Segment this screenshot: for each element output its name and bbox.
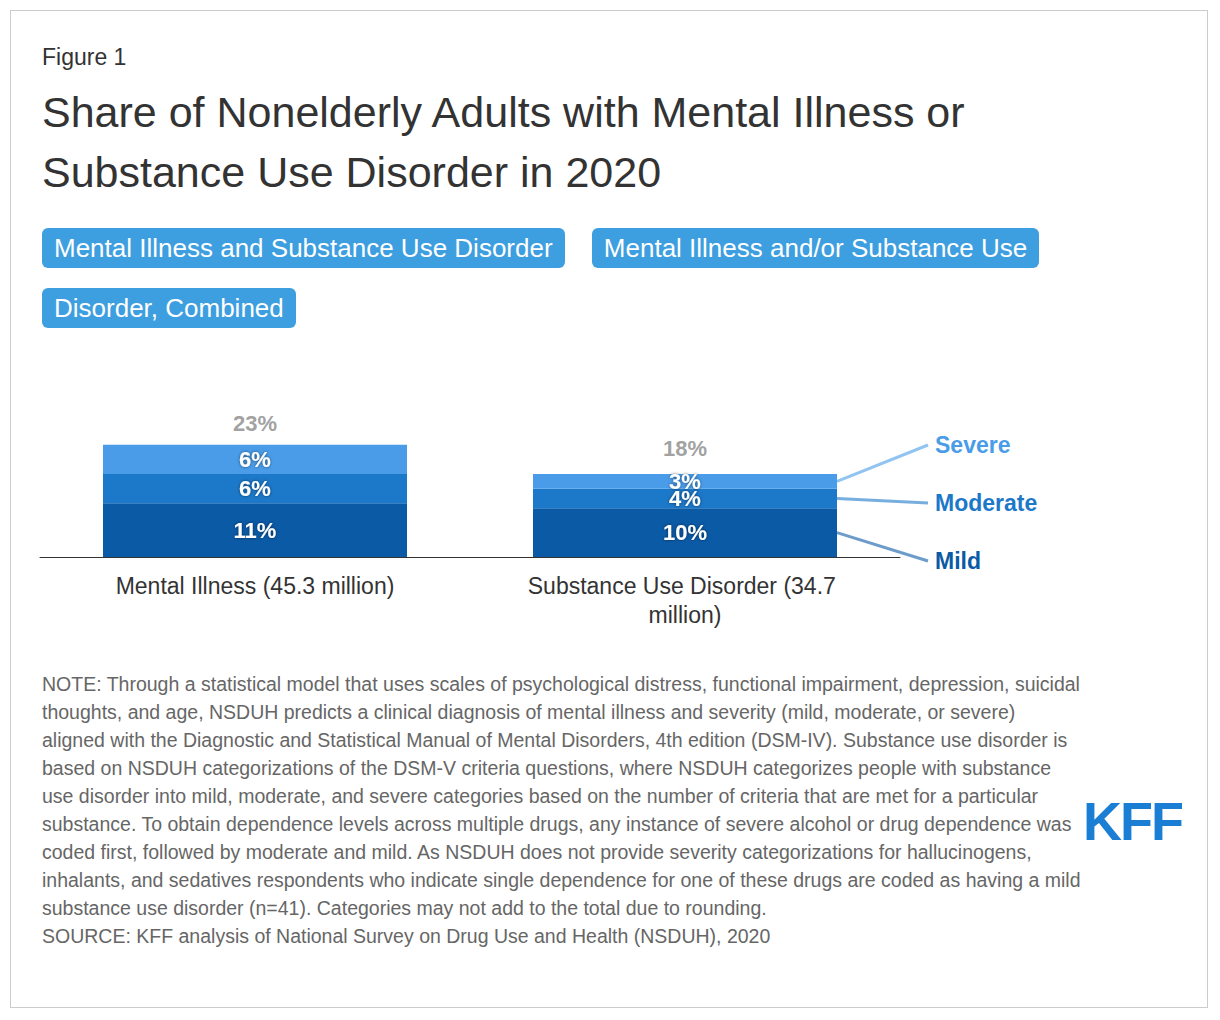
svg-text:Mental Illness (45.3 million): Mental Illness (45.3 million)	[116, 573, 395, 599]
svg-text:Substance Use Disorder (34.7: Substance Use Disorder (34.7	[528, 573, 843, 599]
svg-text:11%: 11%	[234, 518, 277, 543]
html-text:Mental Illness and Substance U: Mental Illness and Substance Use Disorde…	[54, 233, 553, 263]
svg-text:23%: 23%	[233, 411, 277, 436]
svg-text:6%: 6%	[239, 476, 271, 501]
svg-text:Severe: Severe	[935, 432, 1010, 458]
svg-text:18%: 18%	[663, 436, 707, 461]
svg-text:Mild: Mild	[935, 548, 981, 574]
svg-text:6%: 6%	[239, 447, 271, 472]
html-text:NOTE: Through a statistical mo: NOTE: Through a statistical model that u…	[42, 673, 1081, 919]
svg-text:Moderate: Moderate	[935, 490, 1037, 516]
svg-text:million): million)	[649, 602, 722, 628]
svg-text:4%: 4%	[669, 485, 701, 511]
html-text:Mental Illness and/or Substanc: Mental Illness and/or Substance Use Diso…	[54, 233, 1028, 323]
html-text:SOURCE: KFF analysis of Nation: SOURCE: KFF analysis of National Survey …	[42, 925, 771, 947]
html-text:KFF: KFF	[1083, 791, 1182, 851]
svg-text:10%: 10%	[663, 520, 707, 545]
html-text:Figure 1: Figure 1	[42, 44, 127, 70]
html-text:Share of Nonelderly Adults wit: Share of Nonelderly Adults with Mental I…	[42, 88, 965, 196]
svg-text:3%: 3%	[669, 469, 701, 494]
